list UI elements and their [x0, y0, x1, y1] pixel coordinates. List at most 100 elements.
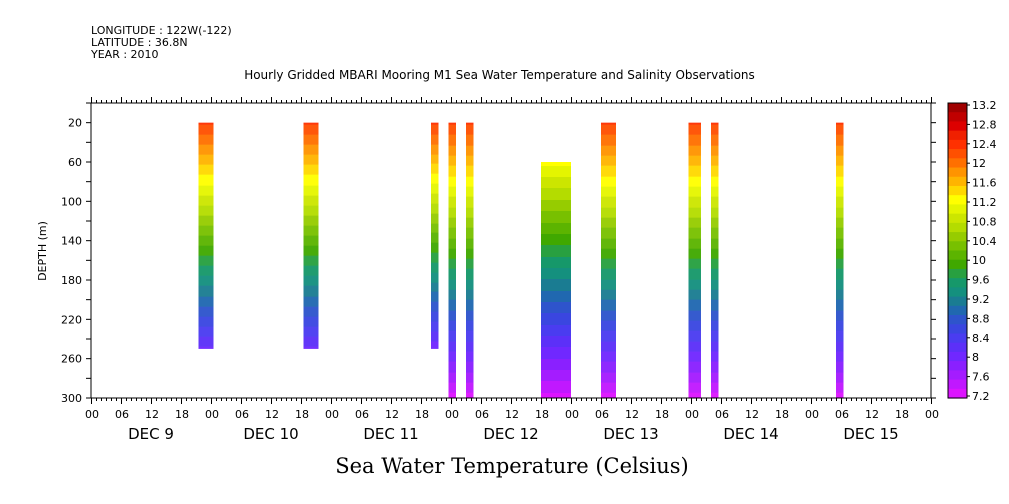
profile-bar — [466, 122, 474, 398]
y-tick-label: 300 — [61, 392, 82, 405]
y-tick-label: 140 — [61, 235, 82, 248]
x-tick-label: 00 — [805, 408, 819, 421]
x-tick-label: 00 — [205, 408, 219, 421]
colorbar-label: 13.2 — [972, 99, 997, 112]
colorbar-swatch — [948, 139, 967, 150]
x-tick-label: 00 — [685, 408, 699, 421]
colorbar-label: 9.2 — [972, 293, 990, 306]
colorbar-swatch — [948, 342, 967, 353]
x-tick-labels: 00 06 12 18 00 06 12 18 00 06 12 18 00 06 12 18 00 06 12 18… — [85, 408, 939, 421]
colorbar-swatch — [948, 176, 967, 187]
plot-frame — [90, 102, 932, 399]
profile-bar — [303, 122, 319, 349]
day-label: DEC 10 — [243, 425, 298, 443]
day-label: DEC 9 — [128, 425, 174, 443]
colorbar-swatch — [948, 103, 967, 113]
x-tick-label: 12 — [265, 408, 279, 421]
x-tick-label: 12 — [145, 408, 159, 421]
x-tick-label: 18 — [175, 408, 189, 421]
year-label: YEAR : 2010 — [91, 48, 159, 61]
colorbar-swatch — [948, 204, 967, 215]
colorbar-label: 7.2 — [972, 390, 990, 403]
x-tick-label: 06 — [715, 408, 729, 421]
profile-bar — [448, 122, 456, 398]
x-tick-label: 18 — [535, 408, 549, 421]
x-tick-label: 00 — [565, 408, 579, 421]
colorbar-label: 10.4 — [972, 235, 997, 248]
colorbar-swatch — [948, 121, 967, 132]
colorbar-swatch — [948, 324, 967, 335]
colorbar-swatch — [948, 333, 967, 344]
x-tick-label: 18 — [415, 408, 429, 421]
profile-bars — [198, 122, 844, 398]
x-tick-label: 18 — [775, 408, 789, 421]
y-tick-labels: 20 60 100 140 180 220 260 300 — [61, 117, 82, 405]
colorbar-swatch — [948, 278, 967, 288]
colorbar-swatch — [948, 185, 967, 196]
colorbar-label: 12 — [972, 157, 986, 170]
day-label: DEC 14 — [723, 425, 778, 443]
x-tick-label: 00 — [85, 408, 99, 421]
x-tick-label: 18 — [655, 408, 669, 421]
colorbar-swatch — [948, 361, 967, 371]
colorbar-swatch — [948, 195, 967, 206]
x-tick-label: 00 — [925, 408, 939, 421]
y-tick-label: 60 — [68, 156, 82, 169]
longitude-label: LONGITUDE : 122W(-122) — [91, 24, 232, 37]
colorbar-swatch — [948, 112, 967, 123]
colorbar-label: 9.6 — [972, 274, 990, 287]
colorbar-swatch — [948, 167, 967, 178]
colorbar-swatch — [948, 296, 967, 307]
day-label: DEC 11 — [363, 425, 418, 443]
colorbar: 13.2 12.8 12.4 12 11.6 11.2 10.8 10.4 10 9.6 9.2 8.… — [947, 99, 997, 403]
colorbar-swatch — [948, 370, 967, 381]
colorbar-swatch — [948, 130, 967, 141]
colorbar-swatch — [948, 379, 967, 390]
colorbar-label: 8 — [972, 351, 979, 364]
x-tick-label: 12 — [385, 408, 399, 421]
x-tick-label: 12 — [865, 408, 879, 421]
colorbar-swatch — [948, 268, 967, 279]
profile-bar — [601, 122, 616, 398]
colorbar-swatch — [948, 388, 967, 399]
colorbar-swatch — [948, 241, 967, 252]
x-tick-label: 18 — [895, 408, 909, 421]
colorbar-swatch — [948, 232, 967, 242]
colorbar-label: 11.6 — [972, 177, 997, 190]
x-tick-label: 18 — [295, 408, 309, 421]
colorbar-swatch — [948, 259, 967, 270]
day-labels: DEC 9 DEC 10 DEC 11 DEC 12 DEC 13 DEC 14 DEC 1… — [128, 425, 899, 443]
colorbar-label: 12.4 — [972, 138, 997, 151]
colorbar-swatch — [948, 315, 967, 325]
colorbar-swatch — [948, 287, 967, 298]
x-tick-label: 06 — [595, 408, 609, 421]
profile-bar — [711, 122, 719, 398]
colorbar-swatch — [948, 250, 967, 261]
profile-bar — [688, 122, 701, 398]
axis-ticks — [86, 97, 936, 404]
colorbar-swatch — [948, 149, 967, 159]
x-tick-label: 06 — [355, 408, 369, 421]
x-tick-label: 12 — [505, 408, 519, 421]
colorbar-frame — [947, 102, 968, 399]
x-tick-label: 12 — [625, 408, 639, 421]
y-axis-label: DEPTH (m) — [36, 221, 49, 281]
x-tick-label: 06 — [835, 408, 849, 421]
x-tick-label: 06 — [235, 408, 249, 421]
day-label: DEC 15 — [843, 425, 898, 443]
x-tick-label: 12 — [745, 408, 759, 421]
x-tick-label: 06 — [475, 408, 489, 421]
colorbar-label: 10.8 — [972, 215, 997, 228]
colorbar-label: 11.2 — [972, 196, 997, 209]
colorbar-swatch — [948, 222, 967, 233]
day-label: DEC 13 — [603, 425, 658, 443]
y-tick-label: 260 — [61, 353, 82, 366]
x-tick-label: 06 — [115, 408, 129, 421]
colorbar-swatch — [948, 305, 967, 316]
colorbar-caption: Sea Water Temperature (Celsius) — [335, 454, 689, 478]
latitude-label: LATITUDE : 36.8N — [91, 36, 188, 49]
profile-bar — [198, 122, 214, 349]
y-tick-label: 220 — [61, 313, 82, 326]
colorbar-swatch — [948, 213, 967, 224]
